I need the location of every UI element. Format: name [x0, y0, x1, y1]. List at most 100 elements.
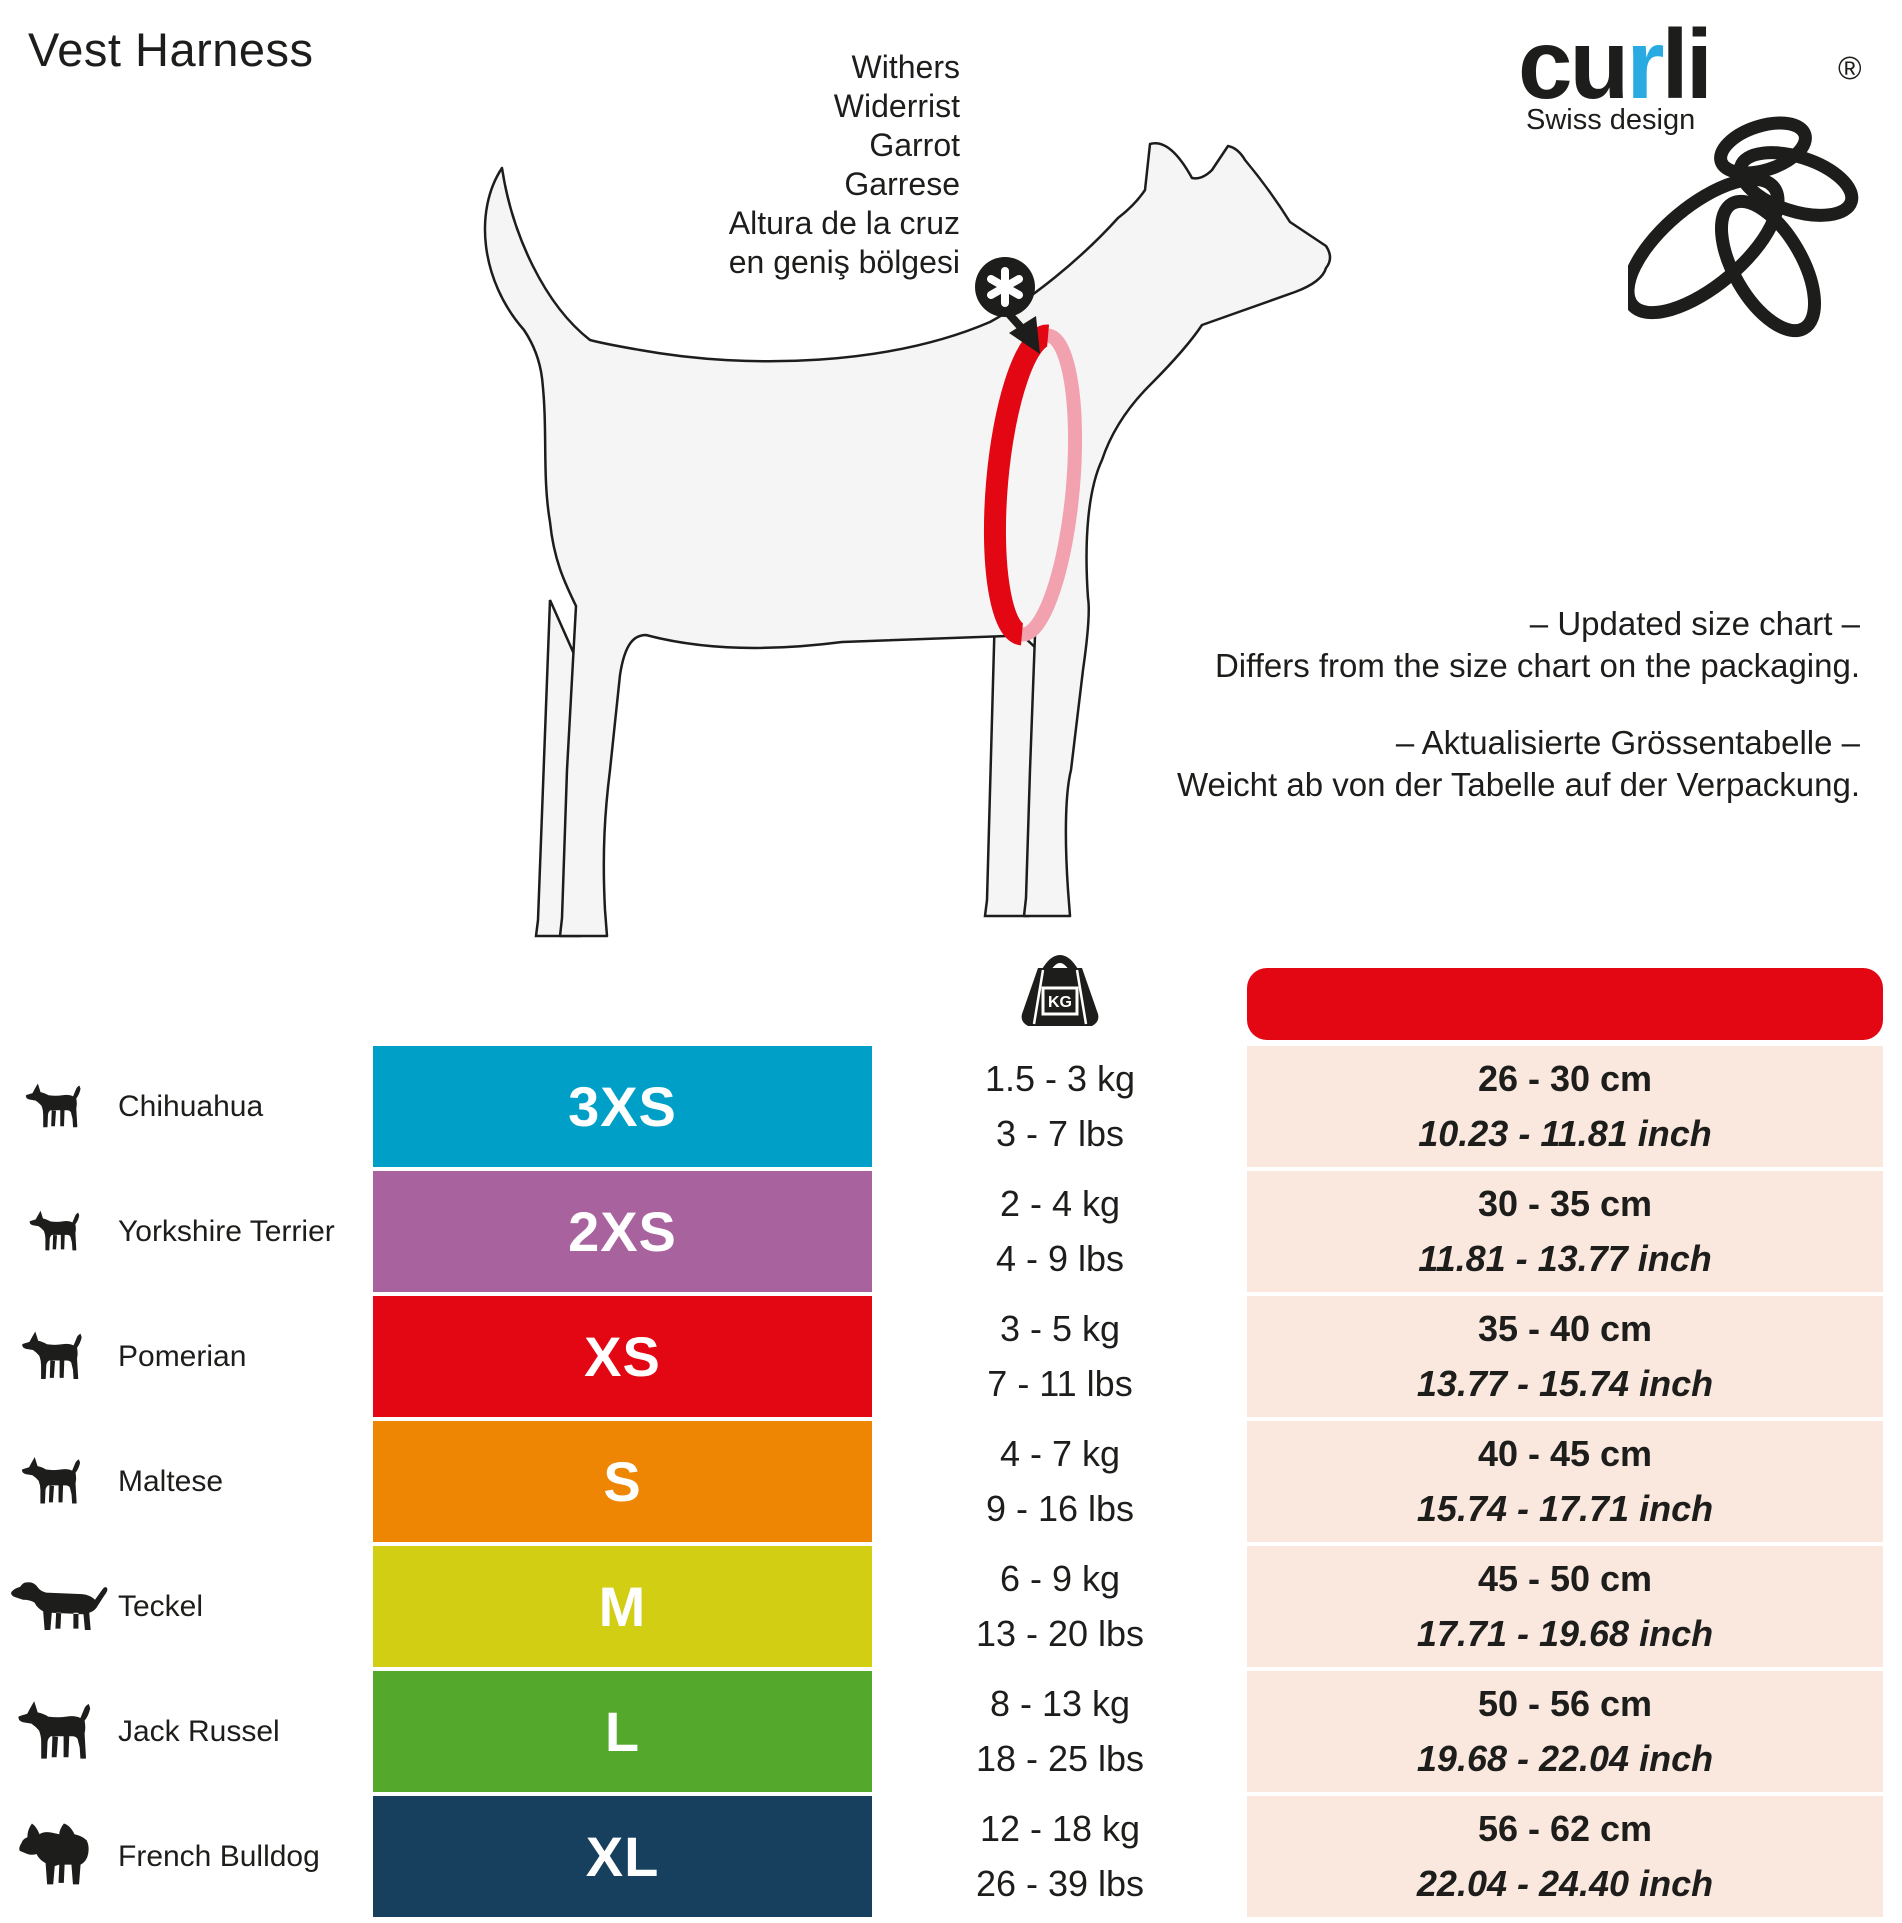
size-bar: L [373, 1671, 872, 1792]
weight-cell: 8 - 13 kg 18 - 25 lbs [930, 1671, 1190, 1792]
girth-cm: 30 - 35 cm [1477, 1183, 1653, 1225]
size-bar: 2XS [373, 1171, 872, 1292]
withers-label-fr: Garrot [869, 127, 960, 163]
girth-cell: 45 - 50 cm 17.71 - 19.68 inch [1247, 1546, 1883, 1667]
wordmark-accent-letter: r [1626, 9, 1664, 119]
withers-label-it: Garrese [844, 166, 960, 202]
yorkshire-terrier-icon [28, 1207, 86, 1257]
girth-cell: 56 - 62 cm 22.04 - 24.40 inch [1247, 1796, 1883, 1917]
breed-label: Pomerian [118, 1339, 247, 1373]
note-en-line1: – Updated size chart – [1529, 605, 1860, 642]
teckel-icon [8, 1571, 110, 1643]
girth-cell: 26 - 30 cm 10.23 - 11.81 inch [1247, 1046, 1883, 1167]
size-label: L [604, 1700, 641, 1763]
girth-cell: 35 - 40 cm 13.77 - 15.74 inch [1247, 1296, 1883, 1417]
girth-inch: 22.04 - 24.40 inch [1416, 1862, 1714, 1904]
weight-cell: 4 - 7 kg 9 - 16 lbs [930, 1421, 1190, 1542]
girth-inch: 13.77 - 15.74 inch [1416, 1362, 1714, 1404]
size-bar: M [373, 1546, 872, 1667]
weight-cell: 12 - 18 kg 26 - 39 lbs [930, 1796, 1190, 1917]
french-bulldog-icon [15, 1819, 99, 1895]
size-bar: S [373, 1421, 872, 1542]
girth-cm: 50 - 56 cm [1477, 1683, 1653, 1725]
kg-weight-icon: KG [1021, 955, 1099, 1026]
size-label: S [603, 1450, 642, 1513]
note-english: – Updated size chart – Differs from the … [1215, 603, 1860, 687]
table-row: Maltese S 4 - 7 kg 9 - 16 lbs 40 - 45 cm… [0, 1421, 1902, 1542]
jack-russel-icon [15, 1697, 101, 1767]
weight-kg: 6 - 9 kg [999, 1558, 1121, 1600]
breed-label: Maltese [118, 1464, 224, 1498]
weight-kg: 12 - 18 kg [979, 1808, 1141, 1850]
note-german: – Aktualisierte Grössentabelle – Weicht … [1177, 722, 1860, 806]
table-row: Jack Russel L 8 - 13 kg 18 - 25 lbs 50 -… [0, 1671, 1902, 1792]
weight-lbs: 3 - 7 lbs [995, 1112, 1125, 1154]
weight-lbs: 9 - 16 lbs [985, 1487, 1135, 1529]
girth-inch: 15.74 - 17.71 inch [1416, 1487, 1714, 1529]
registered-trademark: ® [1838, 50, 1862, 86]
weight-cell: 6 - 9 kg 13 - 20 lbs [930, 1546, 1190, 1667]
girth-cm: 40 - 45 cm [1477, 1433, 1653, 1475]
table-row: Pomerian XS 3 - 5 kg 7 - 11 lbs 35 - 40 … [0, 1296, 1902, 1417]
weight-lbs: 13 - 20 lbs [975, 1612, 1145, 1654]
withers-label-es: Altura de la cruz [728, 205, 960, 241]
marker-arrowhead [1009, 316, 1040, 354]
note-de-line2: Weicht ab von der Tabelle auf der Verpac… [1176, 766, 1860, 803]
breed-label: Yorkshire Terrier [118, 1214, 335, 1248]
weight-lbs: 4 - 9 lbs [995, 1237, 1125, 1279]
size-label: 2XS [568, 1200, 677, 1263]
kg-badge-label: KG [1048, 994, 1072, 1011]
withers-labels: Withers Widerrist Garrot Garrese Altura … [729, 48, 960, 282]
girth-cell: 50 - 56 cm 19.68 - 22.04 inch [1247, 1671, 1883, 1792]
size-bar: 3XS [373, 1046, 872, 1167]
girth-inch: 19.68 - 22.04 inch [1416, 1737, 1714, 1779]
table-row: Teckel M 6 - 9 kg 13 - 20 lbs 45 - 50 cm… [0, 1546, 1902, 1667]
girth-band-front [983, 324, 1049, 646]
girth-cm: 35 - 40 cm [1477, 1308, 1653, 1350]
table-row: Chihuahua 3XS 1.5 - 3 kg 3 - 7 lbs 26 - … [0, 1046, 1902, 1167]
girth-cm: 26 - 30 cm [1477, 1058, 1653, 1100]
maltese-icon [20, 1453, 88, 1511]
curli-logo: curli ® Swiss design [1500, 8, 1902, 348]
weight-kg: 8 - 13 kg [989, 1683, 1131, 1725]
weight-kg: 1.5 - 3 kg [984, 1058, 1136, 1100]
withers-label-tr: en geniş bölgesi [728, 244, 960, 280]
curli-wordmark: curli [1518, 9, 1713, 119]
weight-kg: 4 - 7 kg [999, 1433, 1121, 1475]
logo-tagline: Swiss design [1526, 104, 1696, 136]
breed-label: French Bulldog [118, 1839, 320, 1873]
dog-measurement-diagram [483, 141, 1332, 938]
asterisk-icon [987, 267, 1023, 307]
breed-label: Chihuahua [118, 1089, 264, 1123]
page-title: Vest Harness [28, 23, 314, 76]
girth-cm: 56 - 62 cm [1477, 1808, 1653, 1850]
table-row: French Bulldog XL 12 - 18 kg 26 - 39 lbs… [0, 1796, 1902, 1917]
breed-label: Jack Russel [118, 1714, 280, 1748]
girth-inch: 11.81 - 13.77 inch [1418, 1237, 1712, 1279]
note-de-line1: – Aktualisierte Grössentabelle – [1395, 724, 1860, 761]
pomerian-icon [20, 1328, 90, 1386]
size-label: XL [585, 1825, 660, 1888]
size-bar: XS [373, 1296, 872, 1417]
girth-cell: 30 - 35 cm 11.81 - 13.77 inch [1247, 1171, 1883, 1292]
girth-cell: 40 - 45 cm 15.74 - 17.71 inch [1247, 1421, 1883, 1542]
weight-kg: 3 - 5 kg [999, 1308, 1121, 1350]
curli-flower-icon [1628, 116, 1859, 338]
note-en-line2: Differs from the size chart on the packa… [1214, 647, 1860, 684]
weight-lbs: 18 - 25 lbs [975, 1737, 1145, 1779]
weight-cell: 3 - 5 kg 7 - 11 lbs [930, 1296, 1190, 1417]
size-bar: XL [373, 1796, 872, 1917]
weight-cell: 2 - 4 kg 4 - 9 lbs [930, 1171, 1190, 1292]
weight-kg: 2 - 4 kg [999, 1183, 1121, 1225]
girth-inch: 17.71 - 19.68 inch [1416, 1612, 1714, 1654]
table-row: Yorkshire Terrier 2XS 2 - 4 kg 4 - 9 lbs… [0, 1171, 1902, 1292]
chihuahua-icon [24, 1080, 88, 1134]
withers-label-de: Widerrist [833, 88, 960, 124]
withers-label-en: Withers [851, 49, 960, 85]
size-label: 3XS [568, 1075, 677, 1138]
girth-header-bar [1247, 968, 1883, 1040]
size-label: XS [584, 1325, 661, 1388]
breed-label: Teckel [118, 1589, 204, 1623]
dog-body-silhouette [483, 141, 1332, 938]
